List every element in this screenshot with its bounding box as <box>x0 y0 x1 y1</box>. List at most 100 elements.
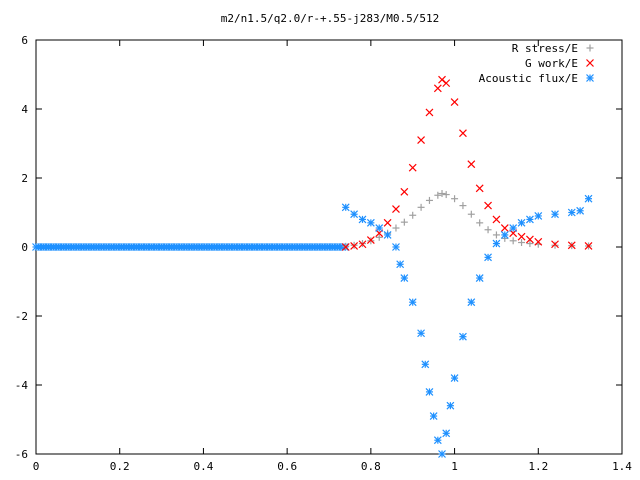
g-work-point <box>584 242 593 250</box>
r-stress-point <box>392 224 400 232</box>
acoustic-flux-point <box>400 274 409 282</box>
acoustic-flux-point <box>525 215 534 224</box>
g-work-point <box>450 98 459 107</box>
acoustic-flux-point <box>350 210 359 219</box>
acoustic-flux-point <box>417 329 426 338</box>
acoustic-flux-point <box>450 374 459 383</box>
r-stress-point <box>417 203 425 211</box>
g-work-point <box>467 160 476 169</box>
acoustic-flux-point <box>438 450 446 458</box>
acoustic-flux-point <box>475 274 484 282</box>
r-stress-point <box>451 195 459 203</box>
acoustic-flux-point <box>576 206 585 215</box>
series-2 <box>341 194 593 458</box>
g-work-point <box>383 218 392 227</box>
chart-title: m2/n1.5/q2.0/r-+.55-j283/M0.5/512 <box>221 12 440 25</box>
acoustic-flux-point <box>484 253 492 262</box>
y-tick-label: -4 <box>15 379 29 392</box>
r-stress-point <box>434 191 442 199</box>
legend-label: G work/E <box>525 57 578 70</box>
g-work-point <box>350 242 359 250</box>
x-tick-label: 0.6 <box>277 460 297 473</box>
r-stress-point <box>518 239 526 247</box>
legend: R stress/E G work/E Acoustic flux/E <box>479 42 594 85</box>
g-work-point <box>417 136 426 144</box>
x-tick-label: 0.8 <box>361 460 381 473</box>
g-work-point <box>484 201 492 210</box>
y-tick-label: -6 <box>15 448 28 461</box>
r-stress-point <box>459 202 467 210</box>
g-work-point <box>408 163 417 172</box>
acoustic-flux-point <box>396 260 405 269</box>
legend-label: R stress/E <box>512 42 578 55</box>
g-work-point <box>433 84 442 93</box>
series-0 <box>342 190 593 250</box>
r-stress-point <box>425 196 433 204</box>
data-marks <box>32 75 593 458</box>
acoustic-flux-point <box>567 208 576 217</box>
r-stress-point <box>400 218 408 226</box>
r-stress-point <box>492 231 500 239</box>
legend-marker <box>586 59 594 67</box>
acoustic-flux-point <box>459 332 467 341</box>
acoustic-flux-point <box>509 224 518 232</box>
g-work-point <box>475 184 484 193</box>
x-tick-label: 1.2 <box>528 460 548 473</box>
acoustic-flux-point <box>534 212 543 220</box>
y-tick-label: 0 <box>21 241 28 254</box>
g-work-point <box>341 243 350 251</box>
acoustic-flux-point <box>408 298 417 307</box>
r-stress-point <box>375 233 383 241</box>
g-work-point <box>500 224 509 232</box>
g-work-point <box>525 235 534 244</box>
r-stress-point <box>484 226 492 234</box>
y-tick-label: 2 <box>21 172 28 185</box>
acoustic-flux-point <box>341 203 350 212</box>
acoustic-flux-point <box>366 218 375 227</box>
acoustic-flux-point <box>446 401 455 410</box>
r-stress-point <box>467 210 475 218</box>
acoustic-flux-point <box>492 239 501 248</box>
x-tick-label: 0.4 <box>193 460 213 473</box>
acoustic-flux-point <box>517 218 526 227</box>
acoustic-flux-point <box>433 436 442 445</box>
acoustic-flux-point <box>392 243 400 251</box>
acoustic-flux-point <box>425 387 434 396</box>
legend-marker <box>586 44 594 52</box>
r-stress-point <box>551 241 559 249</box>
x-tick-label: 0 <box>33 460 40 473</box>
acoustic-flux-point <box>467 298 476 307</box>
r-stress-point <box>509 237 517 245</box>
g-work-point <box>425 108 434 117</box>
x-tick-label: 1.4 <box>612 460 632 473</box>
g-work-point <box>400 187 409 196</box>
g-work-point <box>534 237 543 246</box>
acoustic-flux-point <box>551 210 559 219</box>
g-work-point <box>366 236 375 245</box>
y-tick-label: 6 <box>21 34 28 47</box>
g-work-point <box>551 240 559 249</box>
g-work-point <box>517 232 526 241</box>
acoustic-flux-point <box>383 231 392 239</box>
r-stress-point <box>442 191 450 199</box>
r-stress-point <box>526 240 534 248</box>
series-1 <box>341 75 593 251</box>
acoustic-flux-point <box>421 360 430 369</box>
acoustic-flux-point <box>500 231 509 239</box>
axes: 0 0.2 0.4 0.6 0.8 1 1.2 1.4 6 4 2 0 -2 -4 -6 <box>15 34 633 473</box>
acoustic-flux-point <box>429 412 438 420</box>
y-tick-label: 4 <box>21 103 28 116</box>
r-stress-point <box>438 190 446 198</box>
legend-label: Acoustic flux/E <box>479 72 578 85</box>
acoustic-flux-point <box>442 429 451 438</box>
acoustic-flux-point <box>375 224 384 232</box>
y-tick-label: -2 <box>15 310 28 323</box>
g-work-point <box>459 129 467 138</box>
x-tick-label: 1 <box>451 460 458 473</box>
g-work-point <box>358 240 367 249</box>
g-work-point <box>492 215 501 224</box>
r-stress-point <box>476 219 484 227</box>
r-stress-point <box>409 211 417 219</box>
acoustic-flux-point <box>358 215 367 224</box>
